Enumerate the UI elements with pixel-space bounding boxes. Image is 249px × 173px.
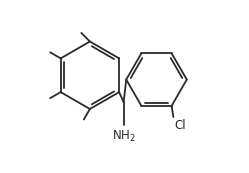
Text: NH$_2$: NH$_2$ (112, 129, 135, 144)
Text: Cl: Cl (174, 119, 186, 132)
